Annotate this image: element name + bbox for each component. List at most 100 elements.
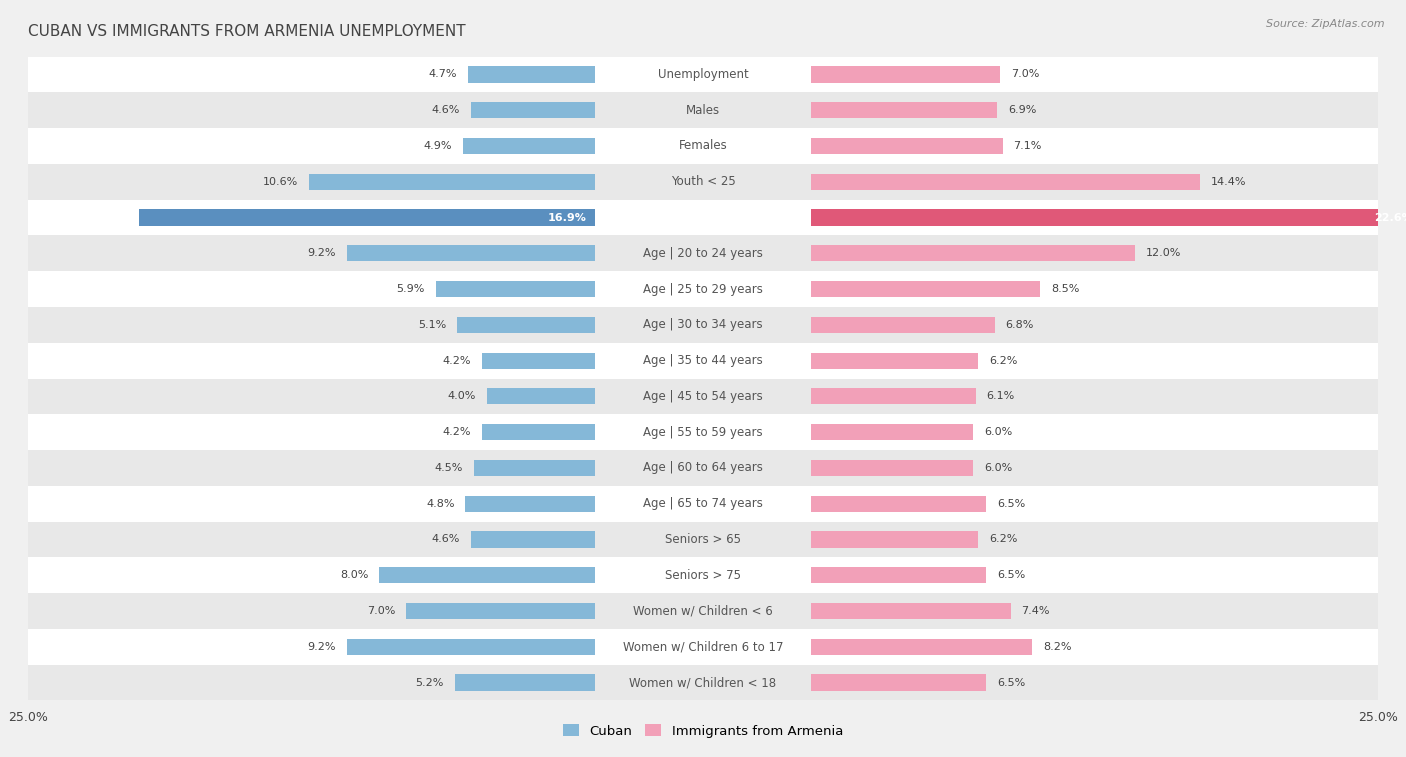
Text: Seniors > 75: Seniors > 75: [665, 569, 741, 581]
Text: 7.0%: 7.0%: [367, 606, 395, 616]
Bar: [811, 639, 1032, 655]
Text: Seniors > 65: Seniors > 65: [665, 533, 741, 546]
Bar: [811, 460, 973, 476]
Text: 5.2%: 5.2%: [415, 678, 444, 687]
Text: Females: Females: [679, 139, 727, 152]
Text: Males: Males: [686, 104, 720, 117]
Text: 14.4%: 14.4%: [1211, 177, 1246, 187]
Bar: [482, 353, 595, 369]
Text: 6.0%: 6.0%: [984, 463, 1012, 473]
Bar: [811, 210, 1406, 226]
Text: 4.8%: 4.8%: [426, 499, 454, 509]
Bar: [139, 210, 595, 226]
Text: 12.0%: 12.0%: [1146, 248, 1181, 258]
Bar: [406, 603, 595, 619]
Bar: [454, 674, 595, 690]
Bar: [811, 281, 1040, 298]
Text: 4.2%: 4.2%: [443, 356, 471, 366]
Bar: [811, 674, 987, 690]
Bar: [811, 388, 976, 404]
Bar: [380, 567, 595, 584]
Text: 5.1%: 5.1%: [419, 320, 447, 330]
Bar: [28, 343, 1378, 378]
Text: 6.5%: 6.5%: [997, 499, 1025, 509]
Bar: [28, 271, 1378, 307]
Legend: Cuban, Immigrants from Armenia: Cuban, Immigrants from Armenia: [558, 719, 848, 743]
Bar: [468, 67, 595, 83]
Text: Women w/ Children 6 to 17: Women w/ Children 6 to 17: [623, 640, 783, 653]
Bar: [471, 531, 595, 547]
Text: 8.5%: 8.5%: [1052, 284, 1080, 294]
Bar: [436, 281, 595, 298]
Text: 8.2%: 8.2%: [1043, 642, 1071, 652]
Text: 4.6%: 4.6%: [432, 105, 460, 115]
Text: 7.1%: 7.1%: [1014, 141, 1042, 151]
Text: 4.7%: 4.7%: [429, 70, 457, 79]
Bar: [309, 173, 595, 190]
Bar: [482, 424, 595, 441]
Bar: [811, 496, 987, 512]
Text: Source: ZipAtlas.com: Source: ZipAtlas.com: [1267, 19, 1385, 29]
Text: 4.9%: 4.9%: [423, 141, 451, 151]
Bar: [28, 629, 1378, 665]
Bar: [811, 102, 997, 118]
Text: 16.9%: 16.9%: [548, 213, 586, 223]
Text: Women w/ Children < 18: Women w/ Children < 18: [630, 676, 776, 689]
Text: Unemployment: Unemployment: [658, 68, 748, 81]
Bar: [811, 67, 1000, 83]
Bar: [811, 316, 994, 333]
Text: Age | 25 to 29 years: Age | 25 to 29 years: [643, 282, 763, 295]
Text: 6.5%: 6.5%: [997, 570, 1025, 580]
Bar: [474, 460, 595, 476]
Bar: [28, 486, 1378, 522]
Bar: [28, 522, 1378, 557]
Text: 6.2%: 6.2%: [990, 356, 1018, 366]
Text: Age | 35 to 44 years: Age | 35 to 44 years: [643, 354, 763, 367]
Bar: [28, 235, 1378, 271]
Bar: [811, 138, 1002, 154]
Text: Age | 20 to 24 years: Age | 20 to 24 years: [643, 247, 763, 260]
Text: 7.4%: 7.4%: [1022, 606, 1050, 616]
Text: 10.6%: 10.6%: [263, 177, 298, 187]
Text: Age | 65 to 74 years: Age | 65 to 74 years: [643, 497, 763, 510]
Bar: [28, 665, 1378, 700]
Bar: [811, 567, 987, 584]
Bar: [811, 531, 979, 547]
Text: Age | 55 to 59 years: Age | 55 to 59 years: [643, 425, 763, 438]
Bar: [811, 603, 1011, 619]
Text: 9.2%: 9.2%: [308, 248, 336, 258]
Bar: [28, 164, 1378, 200]
Text: 6.5%: 6.5%: [997, 678, 1025, 687]
Text: Age | 16 to 19 years: Age | 16 to 19 years: [643, 211, 763, 224]
Bar: [486, 388, 595, 404]
Text: 4.6%: 4.6%: [432, 534, 460, 544]
Bar: [28, 593, 1378, 629]
Text: CUBAN VS IMMIGRANTS FROM ARMENIA UNEMPLOYMENT: CUBAN VS IMMIGRANTS FROM ARMENIA UNEMPLO…: [28, 24, 465, 39]
Bar: [471, 102, 595, 118]
Text: 4.5%: 4.5%: [434, 463, 463, 473]
Text: Women w/ Children < 6: Women w/ Children < 6: [633, 605, 773, 618]
Bar: [28, 414, 1378, 450]
Text: 6.0%: 6.0%: [984, 427, 1012, 437]
Text: Age | 45 to 54 years: Age | 45 to 54 years: [643, 390, 763, 403]
Text: 6.9%: 6.9%: [1008, 105, 1036, 115]
Bar: [28, 450, 1378, 486]
Text: Age | 60 to 64 years: Age | 60 to 64 years: [643, 462, 763, 475]
Bar: [463, 138, 595, 154]
Text: 8.0%: 8.0%: [340, 570, 368, 580]
Bar: [347, 245, 595, 261]
Text: 6.2%: 6.2%: [990, 534, 1018, 544]
Text: 7.0%: 7.0%: [1011, 70, 1039, 79]
Text: 5.9%: 5.9%: [396, 284, 425, 294]
Text: 4.0%: 4.0%: [449, 391, 477, 401]
Text: 22.6%: 22.6%: [1374, 213, 1406, 223]
Bar: [811, 353, 979, 369]
Bar: [347, 639, 595, 655]
Bar: [811, 424, 973, 441]
Bar: [457, 316, 595, 333]
Text: 6.1%: 6.1%: [987, 391, 1015, 401]
Bar: [28, 128, 1378, 164]
Bar: [28, 557, 1378, 593]
Text: 9.2%: 9.2%: [308, 642, 336, 652]
Bar: [811, 173, 1199, 190]
